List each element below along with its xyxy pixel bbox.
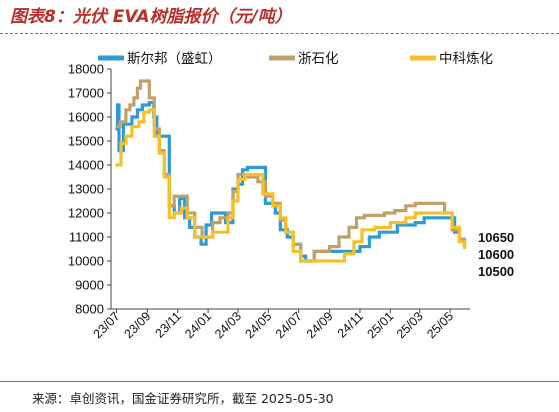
y-tick-label: 8000 xyxy=(75,302,104,317)
title-divider xyxy=(0,33,559,34)
end-label-zheshihua: 10600 xyxy=(478,247,514,262)
x-tick-label: 23/09 xyxy=(121,309,153,341)
end-label-sierbang: 10650 xyxy=(478,230,514,245)
legend-label-sierbang: 斯尔邦（盛虹） xyxy=(127,51,222,67)
x-tick-label: 24/01 xyxy=(182,309,214,341)
legend-item-zheshihua: 浙石化 xyxy=(269,51,339,67)
y-tick-label: 10000 xyxy=(68,254,104,269)
x-tick-label: 24/07 xyxy=(273,309,305,341)
chart-legend: 斯尔邦（盛虹） 浙石化 中科炼化 xyxy=(98,51,493,67)
y-tick-label: 15000 xyxy=(68,134,104,149)
series-layer xyxy=(115,79,467,263)
x-tick-label: 25/01 xyxy=(364,309,396,341)
legend-item-zhongke: 中科炼化 xyxy=(410,51,493,67)
y-tick-label: 17000 xyxy=(68,86,104,101)
y-axis: 8000 9000 10000 11000 12000 13000 14000 15000 16… xyxy=(68,62,112,317)
end-label-zhongke: 10500 xyxy=(478,264,514,279)
y-tick-label: 12000 xyxy=(68,206,104,221)
legend-item-sierbang: 斯尔邦（盛虹） xyxy=(98,51,222,67)
y-tick-label: 9000 xyxy=(75,278,104,293)
series-line-sierbang xyxy=(115,101,467,263)
y-tick-label: 13000 xyxy=(68,182,104,197)
source-note: 来源：卓创资讯，国金证券研究所，截至 2025-05-30 xyxy=(32,391,334,406)
source-divider xyxy=(0,381,559,382)
legend-label-zheshihua: 浙石化 xyxy=(298,51,339,67)
x-tick-label: 24/09 xyxy=(304,309,336,341)
y-tick-label: 18000 xyxy=(68,62,104,77)
x-tick-label: 25/03 xyxy=(394,309,426,341)
x-tick-label: 25/05 xyxy=(424,309,456,341)
x-tick-label: 23/11 xyxy=(152,309,183,340)
price-chart: 斯尔邦（盛虹） 浙石化 中科炼化 8000 9000 10000 11000 12000… xyxy=(68,51,514,341)
legend-label-zhongke: 中科炼化 xyxy=(439,51,493,67)
end-labels: 10650 10600 10500 xyxy=(478,230,514,279)
y-tick-label: 16000 xyxy=(68,110,104,125)
x-tick-label: 24/03 xyxy=(212,309,244,341)
series-line-zhongke xyxy=(115,108,467,263)
x-tick-label: 24/05 xyxy=(242,309,274,341)
y-tick-label: 14000 xyxy=(68,158,104,173)
figure-title: 图表8：光伏 EVA树脂报价（元/吨） xyxy=(10,7,292,27)
y-tick-label: 11000 xyxy=(69,230,104,245)
x-tick-label: 24/11 xyxy=(335,309,366,340)
